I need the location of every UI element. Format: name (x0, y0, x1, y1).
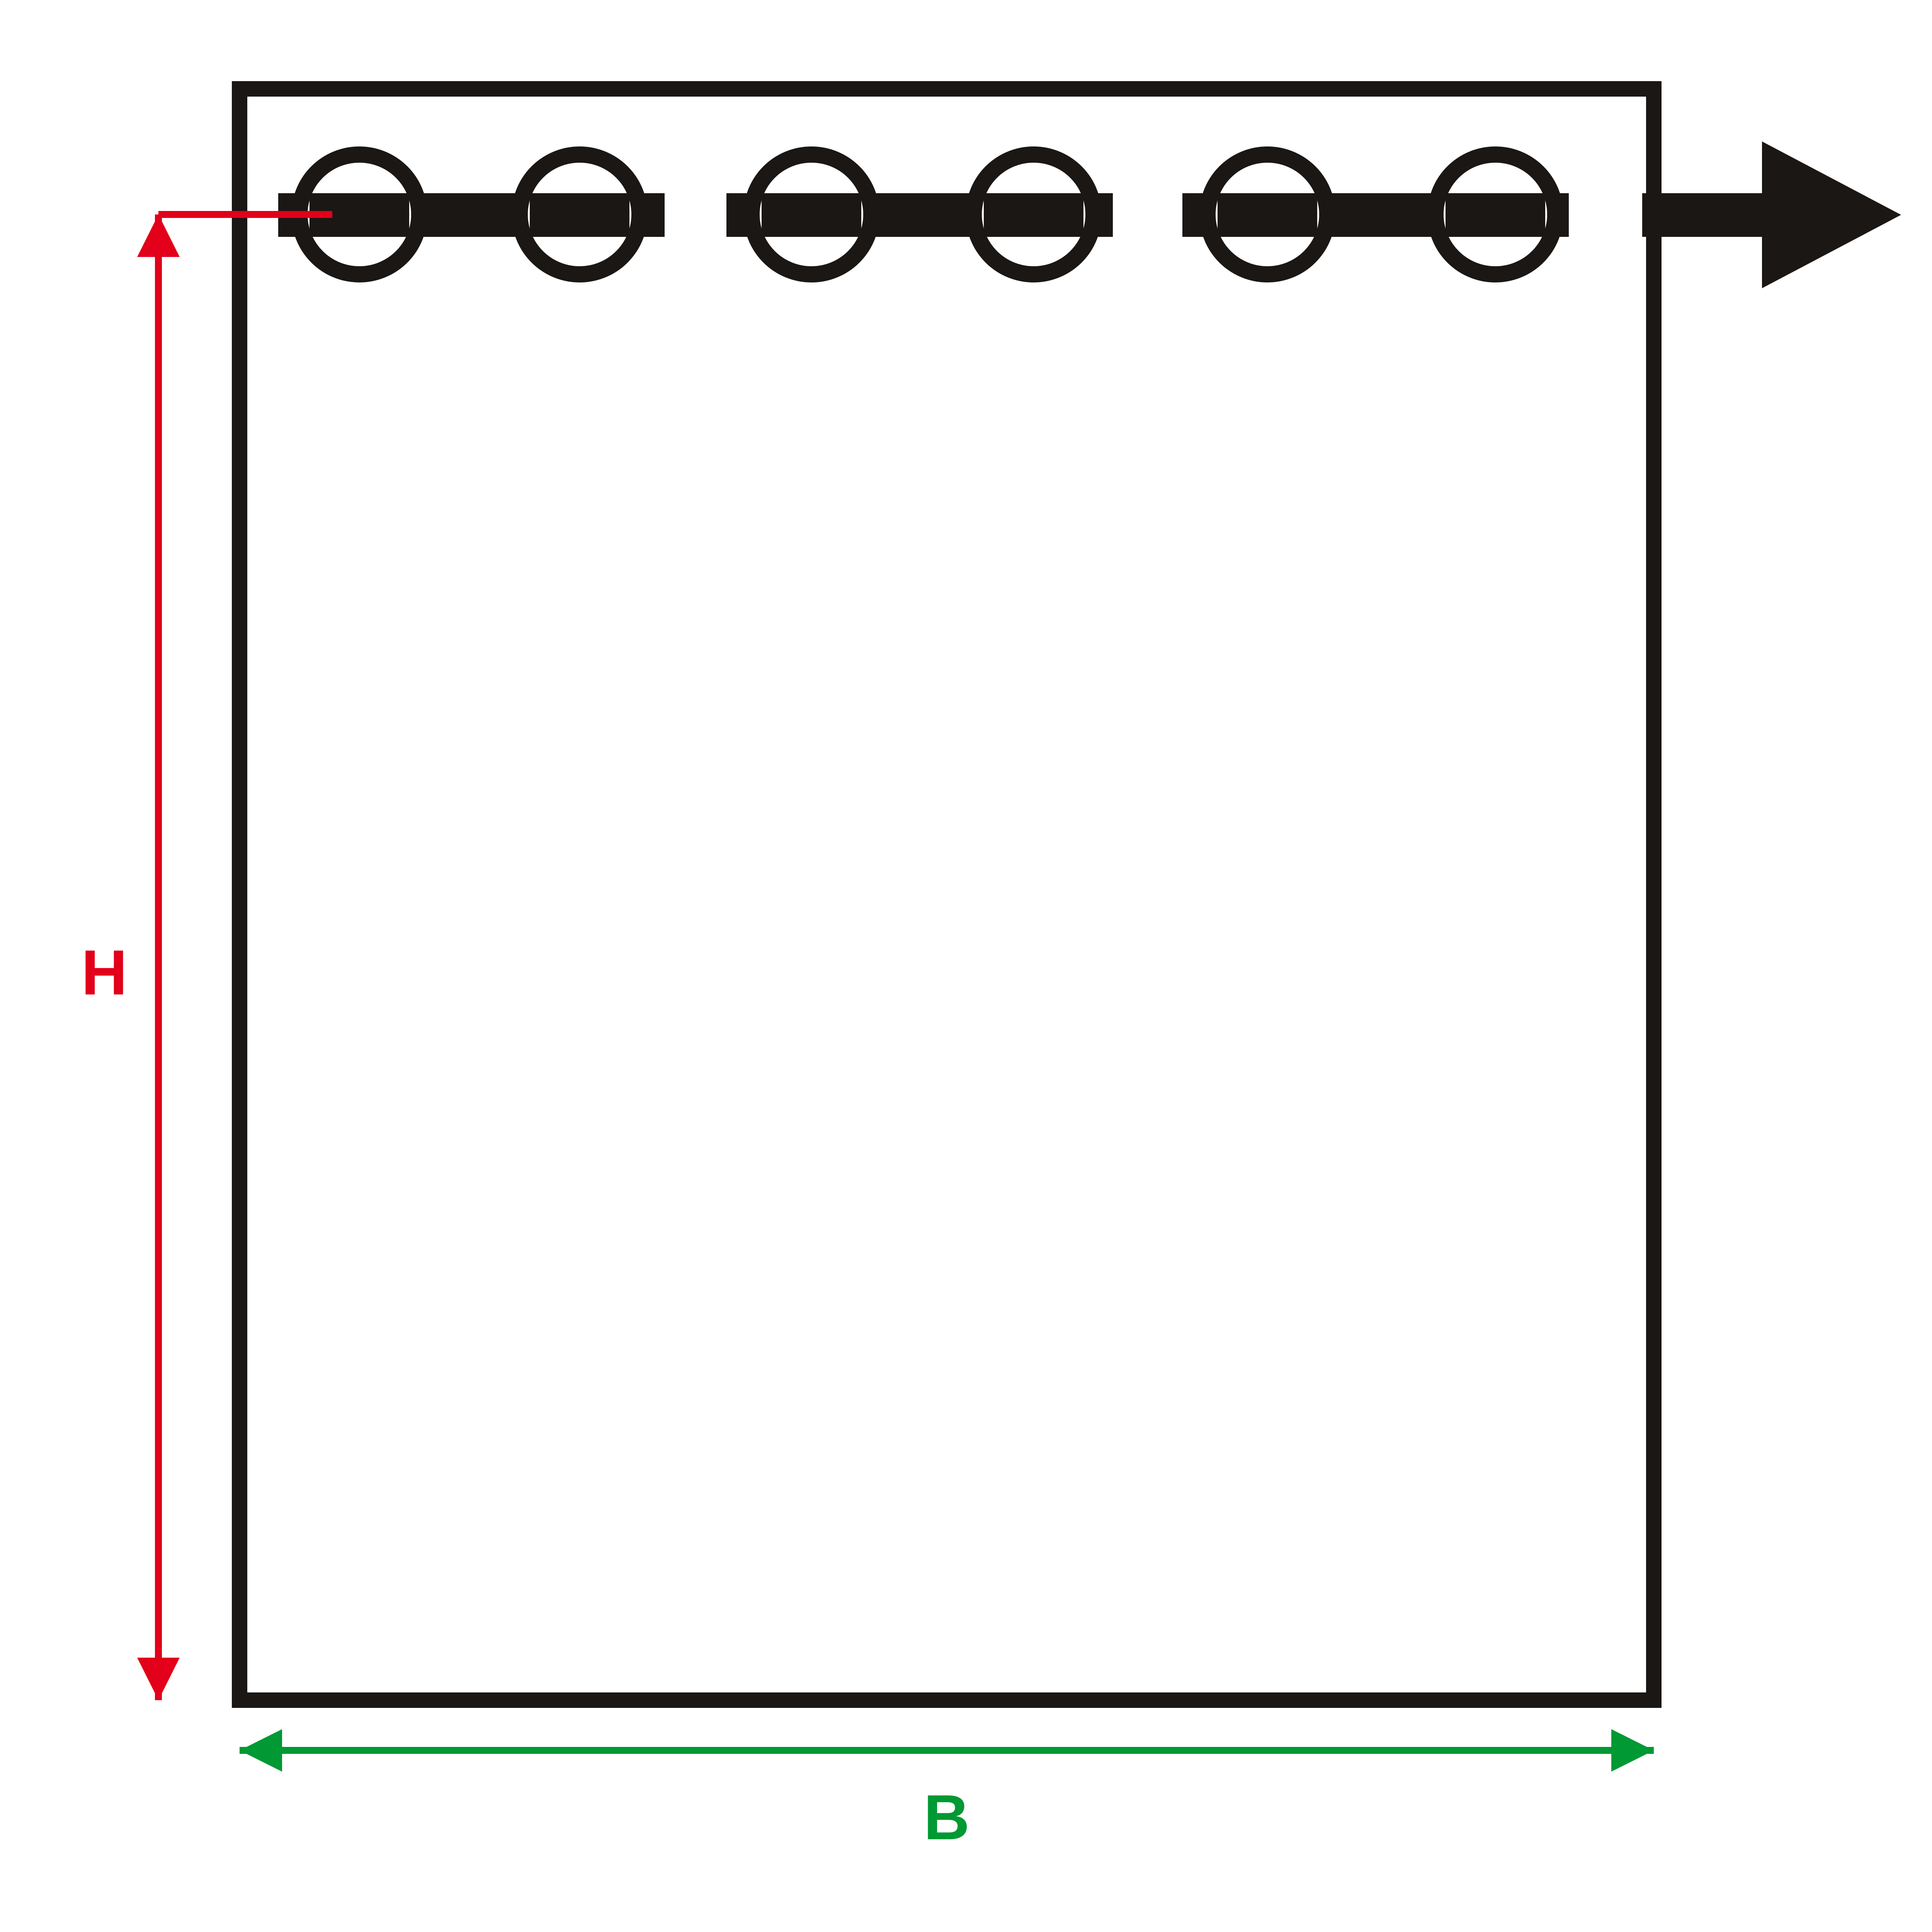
dim-b-arrow-right-icon (1611, 1729, 1654, 1772)
dim-b-arrow-left-icon (240, 1729, 282, 1772)
rod-arrow-head-icon (1762, 141, 1901, 288)
rod-through-ring (762, 193, 861, 237)
dim-h-label: H (81, 937, 127, 1008)
dim-b-label: B (923, 1782, 969, 1853)
curtain-panel (240, 89, 1654, 1700)
rod-through-ring (1446, 193, 1545, 237)
rod-through-ring (984, 193, 1083, 237)
rod-through-ring (530, 193, 629, 237)
dim-h-arrow-up-icon (137, 214, 180, 257)
rod-through-ring (1218, 193, 1317, 237)
dimension-b: B (240, 1729, 1654, 1853)
dim-h-arrow-down-icon (137, 1658, 180, 1700)
